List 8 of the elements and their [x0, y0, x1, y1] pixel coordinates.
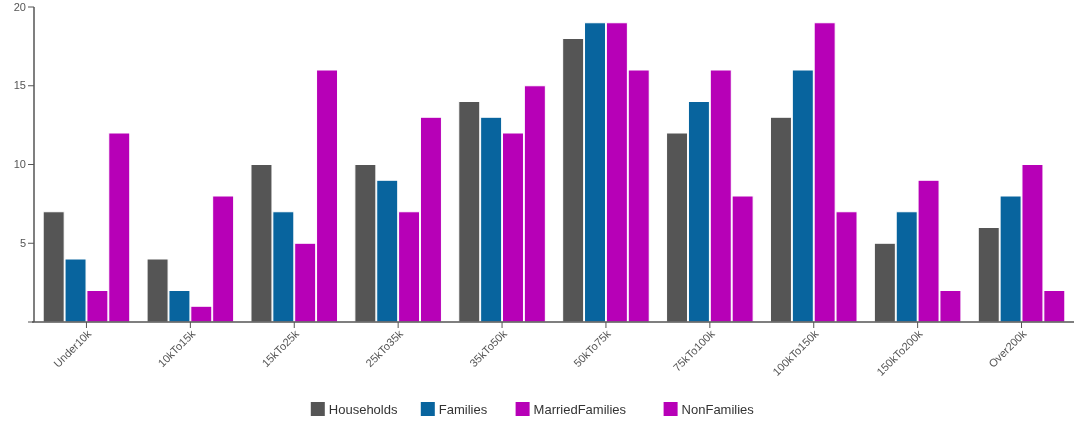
- y-tick-label: 20: [13, 0, 26, 13]
- legend-label: NonFamilies: [681, 401, 755, 417]
- legend-label: Households: [328, 401, 398, 417]
- y-tick-label: 10: [13, 158, 26, 171]
- legend-label: Families: [438, 401, 488, 417]
- y-tick-label: 5: [19, 236, 26, 249]
- legend-label: MarriedFamilies: [533, 401, 627, 417]
- y-tick-label: 15: [13, 79, 26, 92]
